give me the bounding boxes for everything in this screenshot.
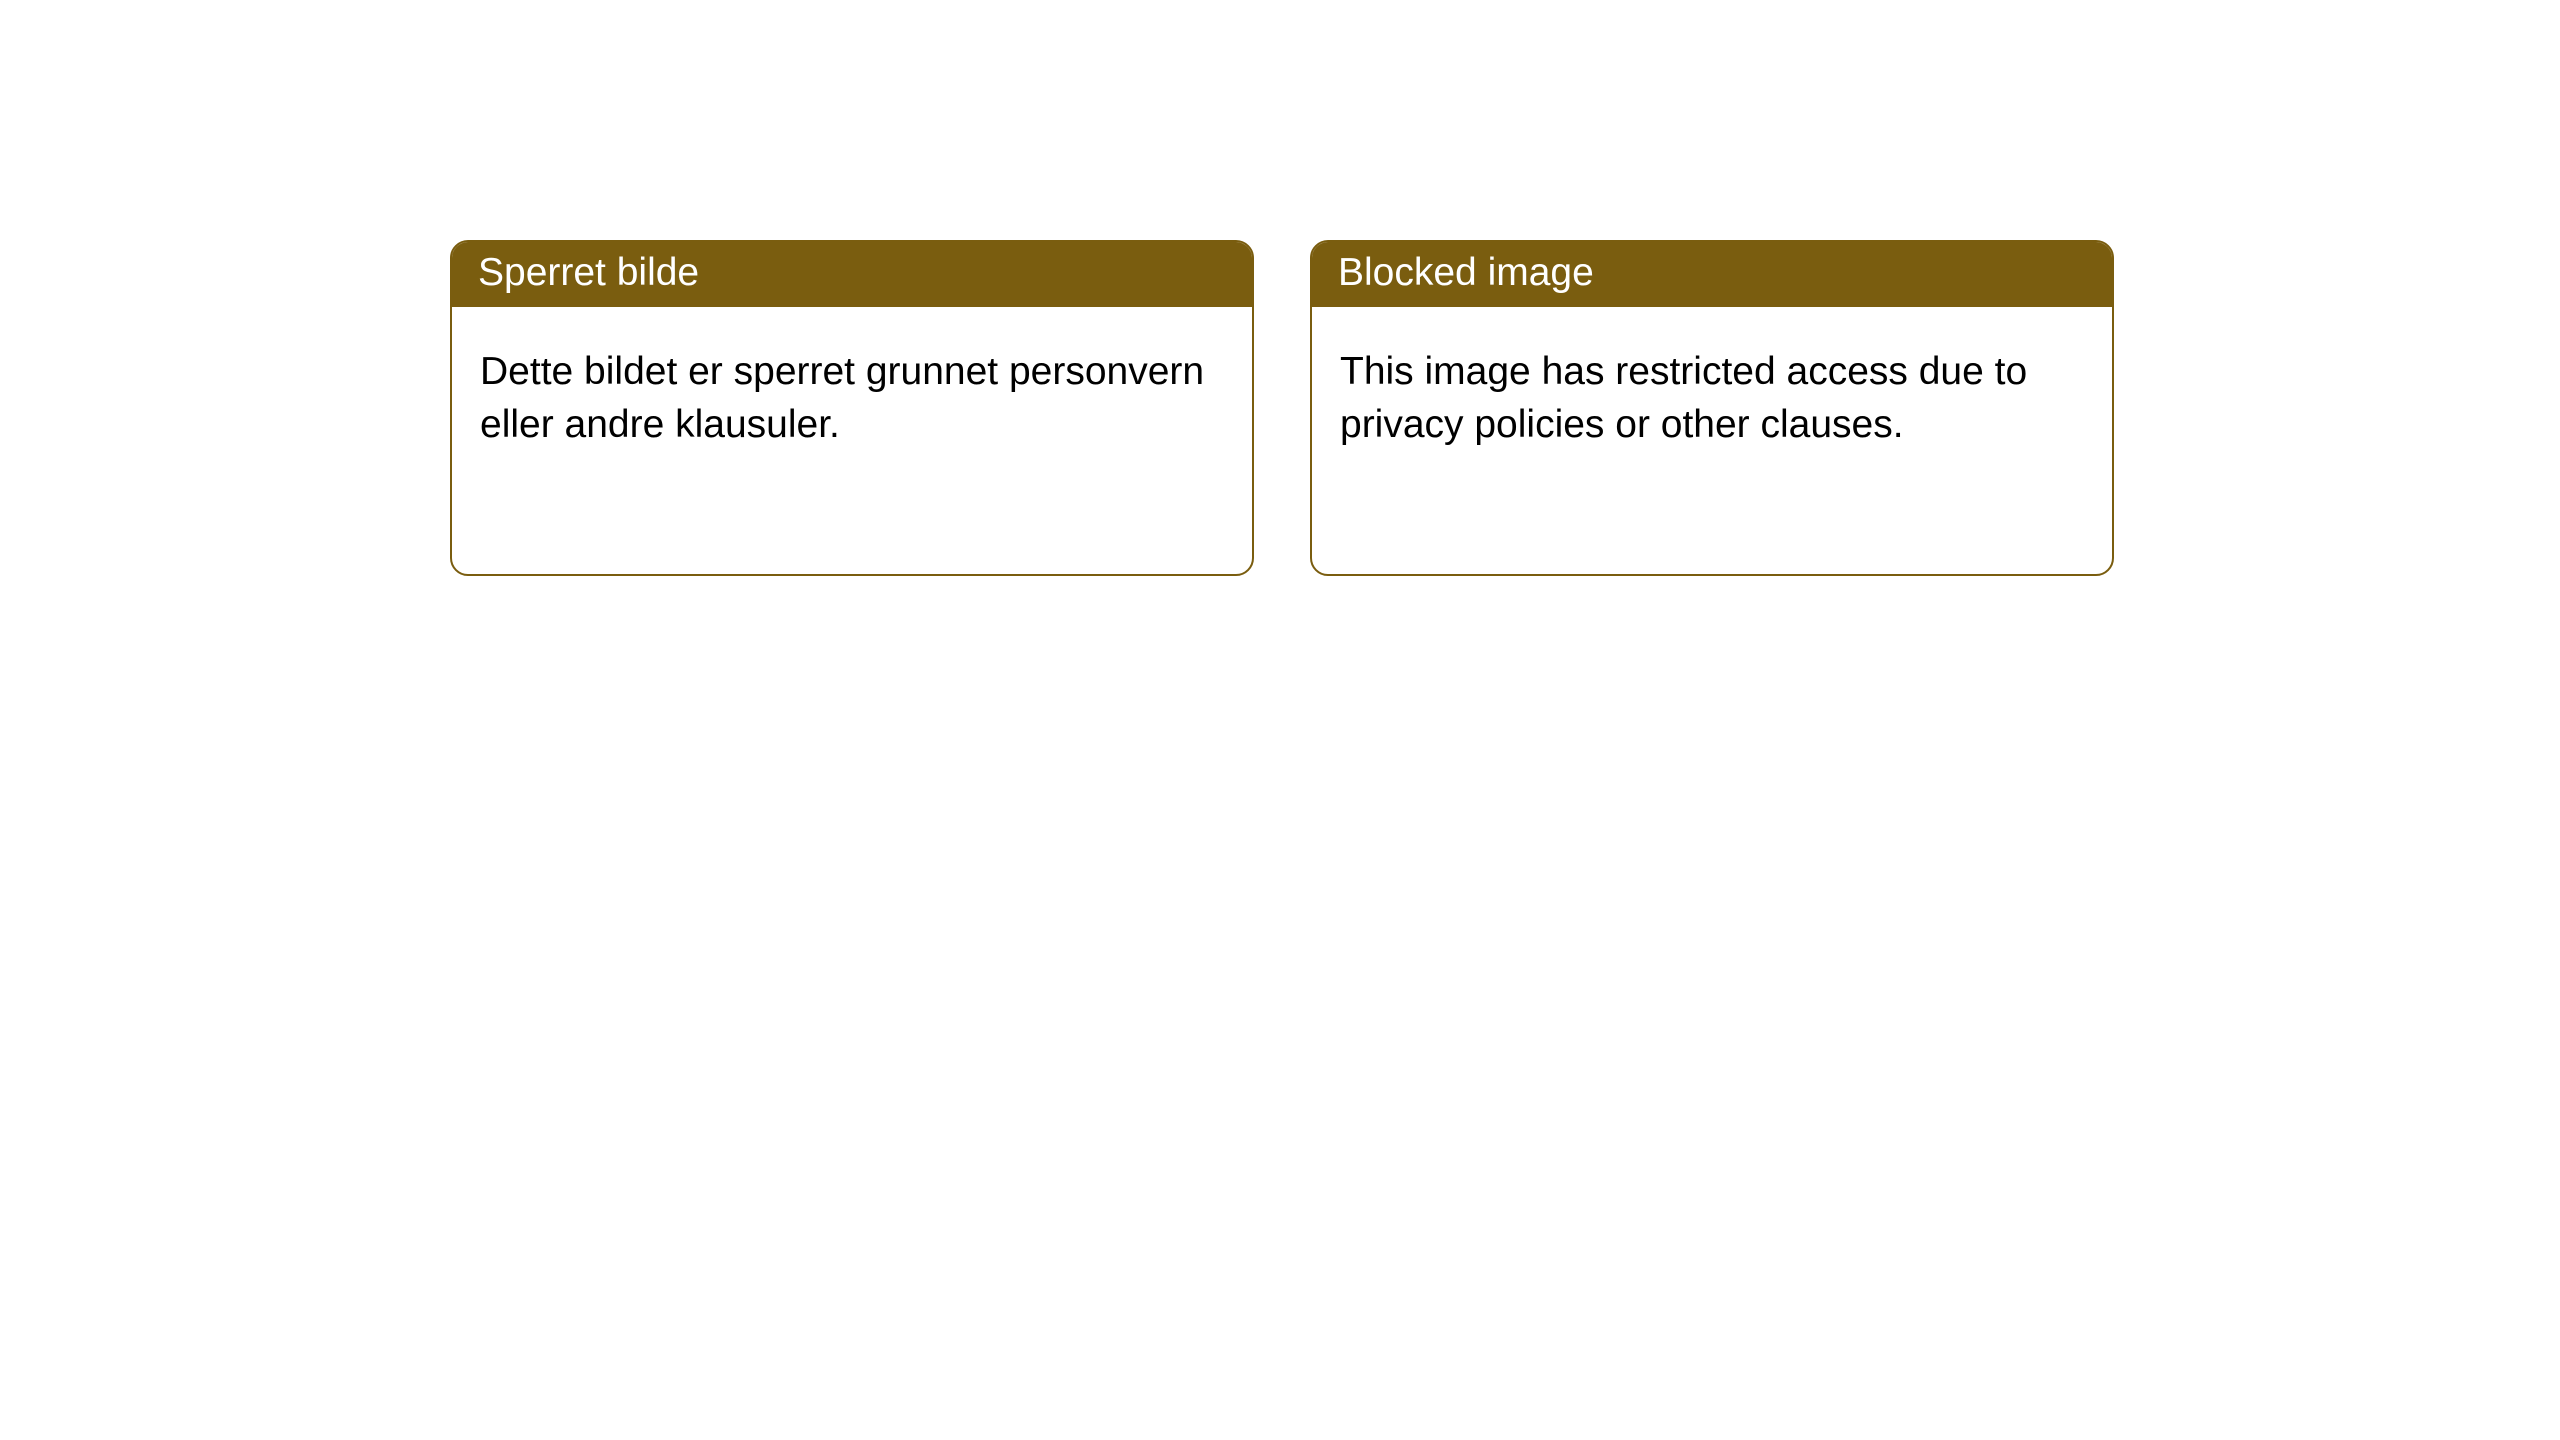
notice-card-no: Sperret bilde Dette bildet er sperret gr… [450, 240, 1254, 576]
notice-card-en: Blocked image This image has restricted … [1310, 240, 2114, 576]
notice-title-en: Blocked image [1312, 242, 2112, 307]
notice-body-en: This image has restricted access due to … [1312, 307, 2112, 479]
notice-title-no: Sperret bilde [452, 242, 1252, 307]
notice-container: Sperret bilde Dette bildet er sperret gr… [0, 0, 2560, 576]
notice-body-no: Dette bildet er sperret grunnet personve… [452, 307, 1252, 479]
